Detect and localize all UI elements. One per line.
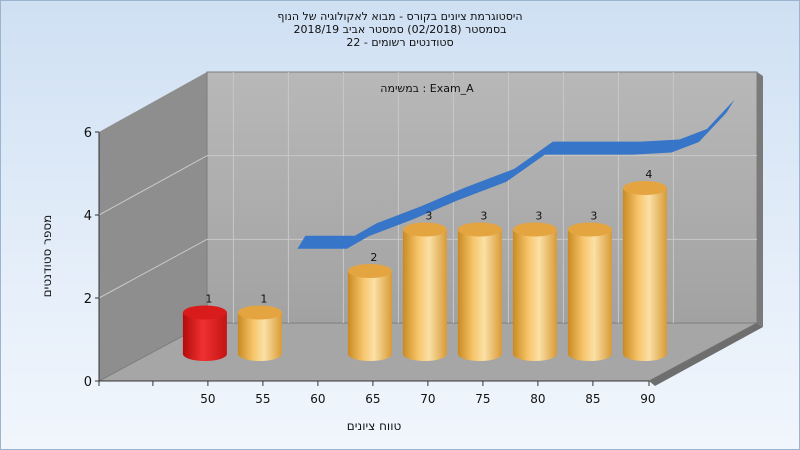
bar-top [512,222,557,237]
bar-top [402,222,447,237]
x-tick-label: 60 [310,392,325,406]
task-annotation: במשימה : Exam_A [380,82,474,95]
bar-value-label: 4 [645,168,652,181]
x-tick-label: 80 [530,392,545,406]
chart-title-line-1: היסטוגרמת ציונים בקורס - מבוא לאקולוגיה … [277,10,523,23]
bar-body [347,271,392,361]
y-tick-label: 4 [84,209,92,224]
bar-value-label: 1 [260,293,267,306]
bar-body [237,312,282,361]
side-gridline-y [98,155,208,216]
x-tick-label: 55 [255,392,270,406]
bar-value-label: 3 [535,210,542,223]
x-tick-label: 85 [585,392,600,406]
bar [182,305,227,361]
bar-body [182,312,227,361]
bar [457,222,502,361]
bar-top [347,264,392,278]
chart-title-line-2: בסמסטר (02/2018) סמסטר אביב 2018/19 [293,23,507,36]
y-axis-label: מספר סטודנטים [40,215,54,298]
y-tick-label: 6 [84,126,92,141]
floor-edge [649,323,763,386]
bar-top [622,181,667,195]
bar-top [237,305,282,320]
bar-value-label: 3 [425,210,432,223]
chart-title-line-3: סטודנטים רשומים - 22 [346,36,454,49]
bar [402,222,447,361]
bar-value-label: 3 [590,210,597,223]
bar [622,181,667,361]
bar-body [512,229,557,361]
bar [512,222,557,361]
trend-ribbon [297,99,735,249]
bar-body [457,229,502,361]
bar [567,222,612,361]
bar [347,264,392,361]
bar-top [567,222,612,237]
x-axis-label: טווח ציונים [347,419,402,433]
bar-top [182,305,227,320]
x-tick-label: 75 [475,392,490,406]
x-tick-label: 50 [200,392,215,406]
bar-body [622,188,667,361]
bar-value-label: 1 [205,293,212,306]
bar-top [457,222,502,237]
bar-value-label: 3 [480,210,487,223]
y-tick-label: 0 [84,375,92,390]
bar-body [567,229,612,361]
x-tick-label: 90 [640,392,655,406]
bar-value-label: 2 [370,251,377,264]
y-tick-label: 2 [84,292,92,307]
back-wall-edge [757,72,763,327]
side-gridline-y [98,238,208,299]
x-tick-label: 70 [420,392,435,406]
left-wall [99,72,207,381]
x-tick-label: 65 [365,392,380,406]
bar-body [402,229,447,361]
bar [237,305,282,361]
